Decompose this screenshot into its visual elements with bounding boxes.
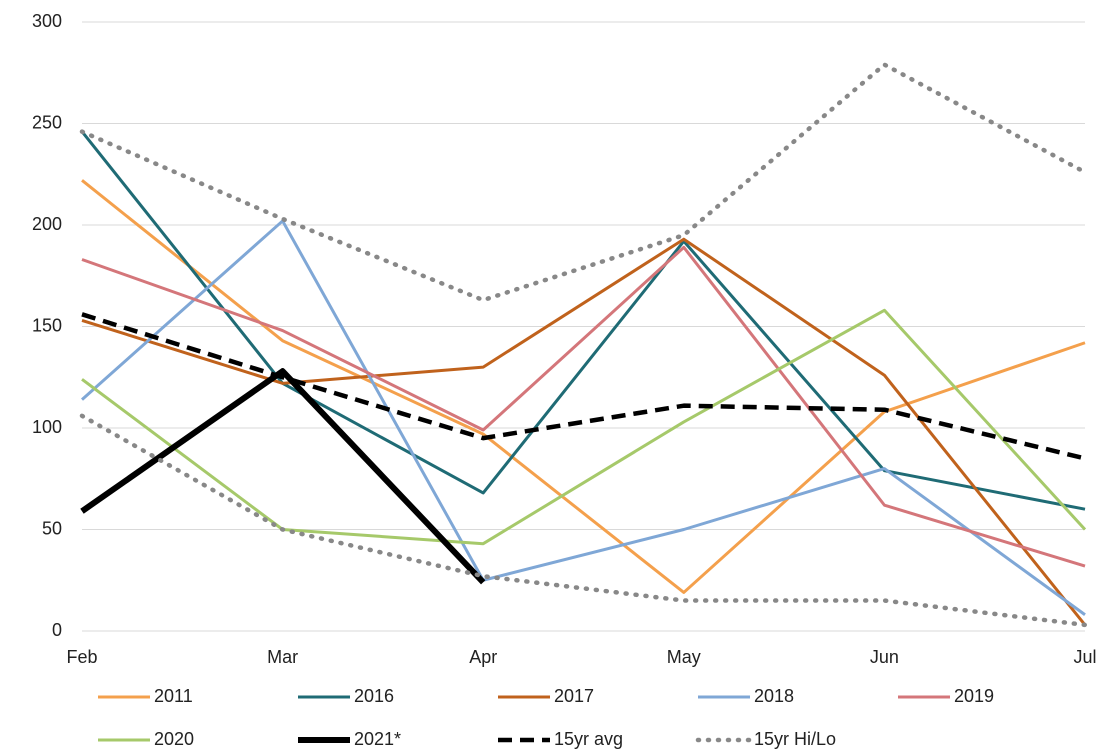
series-line [81, 245, 1086, 568]
series-line [80, 368, 486, 585]
legend-label: 2011 [154, 686, 193, 706]
series-line [80, 130, 1086, 511]
series-line [81, 237, 1087, 626]
legend-label: 2021* [354, 729, 401, 749]
y-tick-label: 300 [32, 11, 62, 31]
series-line [79, 62, 1088, 303]
x-tick-label: Apr [469, 647, 497, 667]
legend-label: 2018 [754, 686, 794, 706]
y-tick-label: 250 [32, 112, 62, 132]
y-tick-label: 150 [32, 315, 62, 335]
x-tick-label: Jun [870, 647, 899, 667]
legend-label: 2017 [554, 686, 594, 706]
x-tick-label: Feb [66, 647, 97, 667]
series-line [81, 312, 1086, 461]
series-line [79, 413, 1088, 628]
legend-label: 2020 [154, 729, 194, 749]
legend-label: 2019 [954, 686, 994, 706]
x-tick-label: Jul [1073, 647, 1096, 667]
series-line [81, 219, 1086, 616]
y-tick-label: 0 [52, 620, 62, 640]
legend-label: 15yr avg [554, 729, 623, 749]
y-tick-label: 50 [42, 518, 62, 538]
series-line [81, 179, 1086, 594]
x-tick-label: Mar [267, 647, 298, 667]
legend-label: 2016 [354, 686, 394, 706]
legend-label: 15yr Hi/Lo [754, 729, 836, 749]
x-tick-label: May [667, 647, 701, 667]
y-tick-label: 100 [32, 417, 62, 437]
series-line [81, 308, 1087, 546]
y-tick-label: 200 [32, 214, 62, 234]
